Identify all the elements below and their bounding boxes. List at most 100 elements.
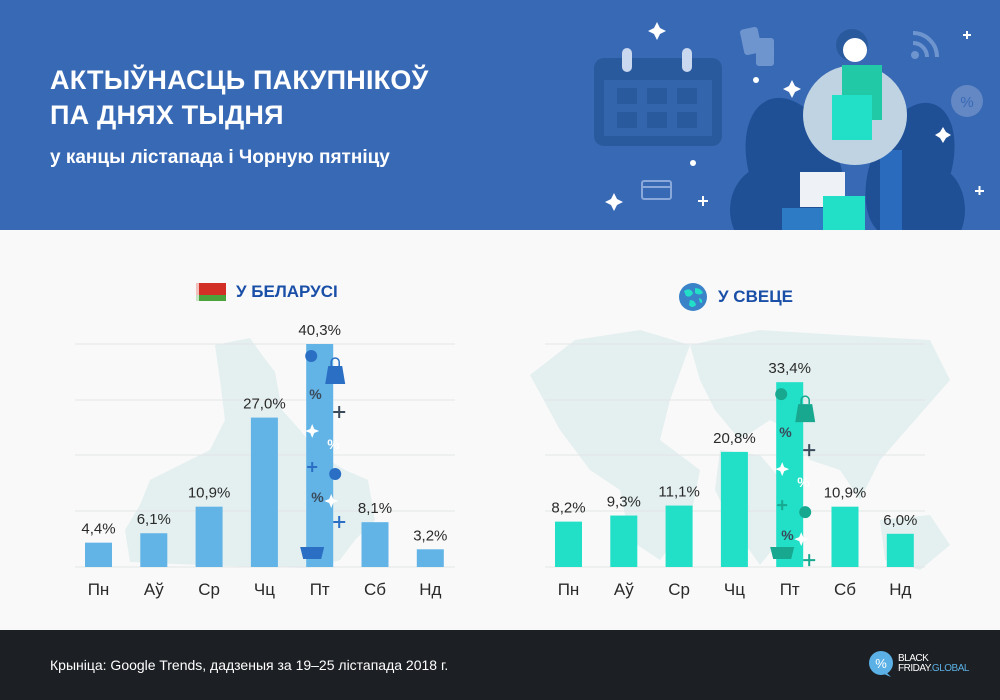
x-tick-label: Аў	[144, 580, 164, 599]
world-bar-chart: 8,2% Пн 9,3% Аў 11,1% Ср 20,8% Чц 33,4% Пт%%% 10,9…	[545, 343, 925, 599]
page-subtitle: у канцы лістапада і Чорную пятніцу	[50, 147, 390, 168]
plus-icon	[803, 554, 816, 567]
x-tick-label: Чц	[254, 580, 275, 599]
footer: Крыніца: Google Trends, дадзеныя за 19–2…	[0, 630, 1000, 700]
plus-icon	[333, 516, 346, 528]
x-tick-label: Ср	[198, 580, 220, 599]
x-tick-label: Пн	[88, 580, 110, 599]
source-note: Крыніца: Google Trends, дадзеныя за 19–2…	[50, 657, 449, 673]
friday-decorations: %%%	[770, 388, 816, 567]
friday-decorations: %%%	[300, 350, 346, 559]
plus-circle-icon	[775, 388, 788, 401]
x-tick-label: Пн	[558, 580, 580, 599]
percent-bubble-icon: %	[869, 651, 893, 677]
title-line-2: ПА ДНЯХ ТЫДНЯ	[50, 100, 284, 130]
bar-Нд	[886, 533, 914, 567]
data-label: 33,4%	[768, 360, 811, 377]
sparkle-icon	[324, 494, 339, 508]
credit-card-icon	[641, 180, 672, 200]
data-label: 20,8%	[713, 430, 756, 447]
data-label: 6,1%	[137, 511, 171, 528]
bar-Чц	[720, 451, 748, 567]
data-label: 10,9%	[824, 485, 867, 502]
percent-icon: %	[311, 489, 324, 505]
belarus-bar-chart: 4,4% Пн 6,1% Аў 10,9% Ср 27,0% Чц 40,3% Пт%%% 8,1%…	[75, 322, 455, 599]
title-line-1: АКТЫЎНАСЦЬ ПАКУПНІКОЎ	[50, 65, 429, 95]
world-map-silhouette	[530, 330, 950, 570]
data-label: 9,3%	[607, 494, 641, 511]
shopping-bag-icon	[325, 366, 346, 384]
bar-Сб	[831, 506, 859, 567]
blackfriday-logo: % BLACK FRIDAY.GLOBAL	[868, 650, 969, 678]
data-label: 27,0%	[243, 396, 286, 413]
plus-icon	[803, 444, 816, 457]
data-label: 11,1%	[658, 484, 699, 501]
plus-icon	[307, 462, 318, 472]
basket-icon	[770, 547, 795, 559]
percent-icon: %	[797, 474, 810, 490]
logo-line-1: BLACK	[898, 653, 929, 664]
sparkle-icon	[794, 532, 809, 547]
data-label: 8,2%	[551, 500, 585, 517]
belarus-chart-title: У БЕЛАРУСІ	[236, 282, 338, 301]
bar-Ср	[665, 505, 693, 567]
plus-icon	[333, 406, 346, 418]
belarus-flag-icon	[196, 283, 226, 301]
bar-Пн	[85, 542, 112, 567]
data-label: 3,2%	[413, 527, 447, 544]
plus-icon	[777, 500, 788, 511]
sparkle-icon	[305, 424, 320, 438]
bar-Аў	[610, 515, 638, 567]
bar-Сб	[361, 522, 389, 567]
percent-icon: %	[327, 436, 340, 452]
shopper-figure	[803, 29, 907, 250]
belarus-chart-heading: У БЕЛАРУСІ	[196, 282, 338, 302]
data-label: 40,3%	[298, 322, 341, 339]
plus-circle-icon	[305, 350, 318, 362]
globe-icon	[679, 283, 707, 311]
percent-icon: %	[309, 386, 322, 402]
svg-text:%: %	[875, 656, 887, 671]
data-label: 6,0%	[883, 512, 917, 529]
percent-icon: %	[781, 527, 794, 543]
wifi-icon	[911, 31, 939, 59]
sparkle-icon	[775, 462, 790, 477]
bag-handle	[330, 357, 340, 366]
plus-circle-icon	[329, 468, 342, 480]
x-tick-label: Чц	[724, 580, 745, 599]
header-banner: АКТЫЎНАСЦЬ ПАКУПНІКОЎ ПА ДНЯХ ТЫДНЯ у ка…	[0, 0, 1000, 260]
charts-canvas: 4,4% Пн 6,1% Аў 10,9% Ср 27,0% Чц 40,3% Пт%%% 8,1%…	[75, 322, 950, 599]
bar-Нд	[416, 549, 444, 567]
world-chart-title: У СВЕЦЕ	[718, 287, 793, 306]
price-tag-icon	[740, 26, 774, 66]
calendar-icon	[594, 48, 722, 146]
bar-Чц	[250, 417, 278, 567]
percent-icon: %	[779, 424, 792, 440]
x-tick-label: Нд	[419, 580, 441, 599]
x-tick-label: Ср	[668, 580, 690, 599]
svg-text:%: %	[960, 94, 973, 111]
data-label: 8,1%	[358, 500, 392, 517]
x-tick-label: Нд	[889, 580, 911, 599]
x-tick-label: Аў	[614, 580, 634, 599]
sparkle-icons	[605, 22, 984, 211]
percent-badge-icon: %	[951, 85, 983, 117]
bar-Ср	[195, 506, 223, 567]
shopping-bag-icon	[795, 404, 816, 423]
logo-line-2a: FRIDAY	[898, 663, 930, 674]
shopper-illustration: %	[594, 22, 984, 260]
page-title: АКТЫЎНАСЦЬ ПАКУПНІКОЎ ПА ДНЯХ ТЫДНЯ	[50, 63, 429, 133]
logo-text: BLACK FRIDAY.GLOBAL	[898, 654, 969, 674]
x-tick-label: Сб	[364, 580, 386, 599]
x-tick-label: Пт	[310, 580, 330, 599]
bar-Пн	[555, 521, 582, 567]
x-tick-label: Пт	[780, 580, 800, 599]
bar-Аў	[140, 533, 168, 567]
world-chart-heading: У СВЕЦЕ	[678, 282, 793, 312]
data-label: 4,4%	[81, 521, 115, 538]
plus-circle-icon	[799, 506, 812, 519]
bag-handle	[800, 395, 810, 405]
data-label: 10,9%	[188, 485, 231, 502]
logo-line-2b: .GLOBAL	[929, 663, 970, 674]
